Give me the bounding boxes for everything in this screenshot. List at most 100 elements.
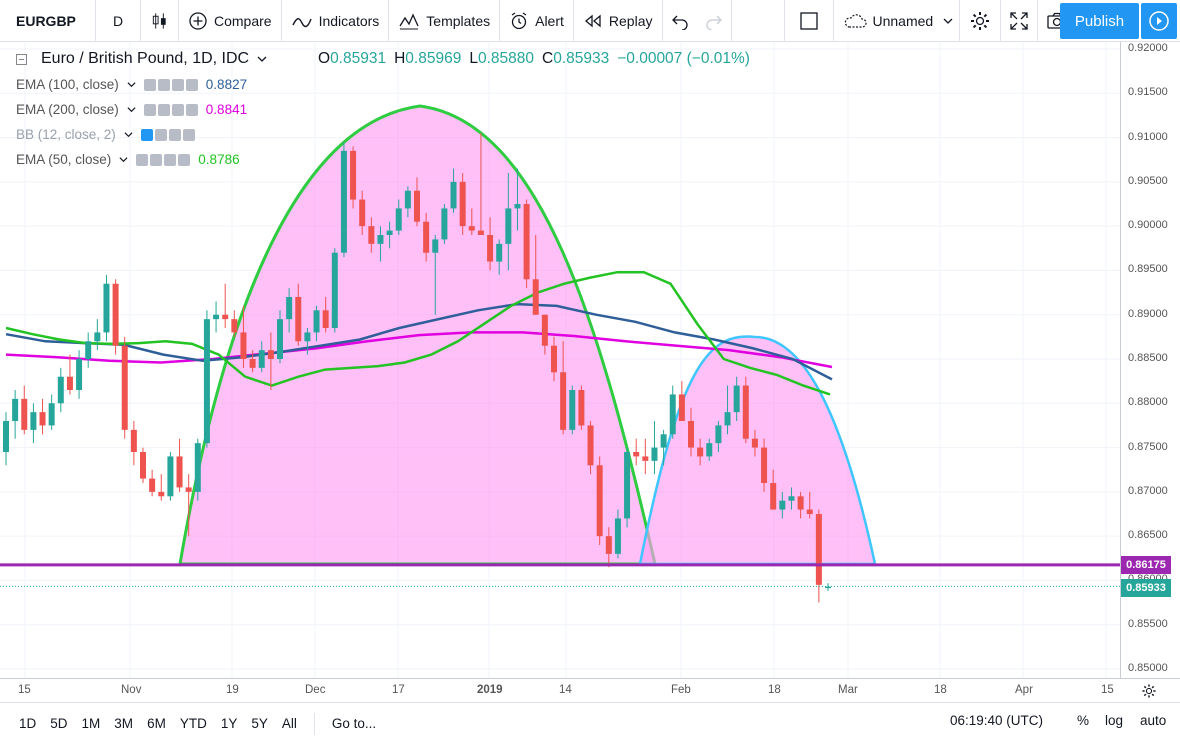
range-3m[interactable]: 3M [114, 716, 134, 731]
candle [605, 527, 612, 568]
close-icon[interactable] [182, 128, 195, 141]
indicator-buttons[interactable] [143, 103, 198, 116]
range-all[interactable]: All [281, 716, 297, 731]
range-1d[interactable]: 1D [19, 716, 37, 731]
log-scale-button[interactable]: log [1105, 713, 1124, 728]
candle-body [578, 390, 585, 426]
chart-pane[interactable] [0, 42, 1120, 678]
candle-body [368, 226, 375, 244]
main-series-legend[interactable]: Euro / British Pound, 1D, IDC [16, 50, 267, 68]
indicator-legend-ema200[interactable]: EMA (200, close) 0.8841 [16, 102, 247, 117]
indicator-legend-bb[interactable]: BB (12, close, 2) [16, 127, 203, 142]
layout-name-button[interactable]: Unnamed [834, 0, 960, 42]
range-1m[interactable]: 1M [81, 716, 101, 731]
candle-body [322, 310, 329, 328]
symbol-search-button[interactable]: EURGBP [0, 0, 96, 42]
eye-icon[interactable] [143, 103, 156, 116]
plus-icon[interactable] [171, 103, 184, 116]
percent-scale-button[interactable]: % [1077, 713, 1090, 728]
publish-button[interactable]: Publish [1060, 3, 1139, 39]
candle-body [395, 208, 402, 231]
high-label: H [394, 50, 406, 67]
plus-icon[interactable] [168, 128, 181, 141]
interval-button[interactable]: D [96, 0, 141, 42]
replay-play-button[interactable] [1141, 3, 1177, 39]
candle-body [48, 403, 55, 426]
candle [450, 168, 457, 213]
indicators-button[interactable]: Indicators [282, 0, 390, 42]
redo-button[interactable] [697, 0, 732, 42]
eye-icon[interactable] [136, 153, 149, 166]
candle [779, 491, 786, 519]
gear-icon[interactable] [157, 78, 170, 91]
range-1y[interactable]: 1Y [220, 716, 238, 731]
time-axis[interactable] [0, 678, 1180, 702]
candle [267, 332, 274, 390]
candle-body [423, 221, 430, 253]
candle [614, 509, 621, 559]
price-tick-label: 0.89500 [1128, 263, 1168, 276]
fullscreen-button[interactable] [1001, 0, 1038, 42]
candle-body [678, 394, 685, 421]
gear-icon[interactable] [150, 153, 163, 166]
indicator-name[interactable]: BB (12, close, 2) [16, 127, 116, 142]
alert-button[interactable]: Alert [500, 0, 574, 42]
price-axis[interactable] [1120, 42, 1180, 678]
indicator-legend-ema50[interactable]: EMA (50, close) 0.8786 [16, 152, 240, 167]
compare-button[interactable]: Compare [179, 0, 282, 42]
undo-button[interactable] [663, 0, 697, 42]
candle-body [587, 425, 594, 466]
chart-type-button[interactable] [141, 0, 179, 42]
indicator-name[interactable]: EMA (200, close) [16, 102, 119, 117]
eye-icon[interactable] [143, 78, 156, 91]
auto-scale-button[interactable]: auto [1140, 713, 1167, 728]
close-icon[interactable] [185, 78, 198, 91]
axis-settings-button[interactable] [1141, 683, 1157, 702]
templates-button[interactable]: Templates [389, 0, 501, 42]
series-title[interactable]: Euro / British Pound, 1D, IDC [41, 50, 250, 67]
candle [404, 186, 411, 218]
time-tick-label: Apr [1015, 684, 1033, 696]
indicator-name[interactable]: EMA (50, close) [16, 152, 112, 167]
gear-icon[interactable] [157, 103, 170, 116]
range-5d[interactable]: 5D [50, 716, 68, 731]
candle-body [231, 319, 238, 333]
candle-body [697, 447, 704, 457]
candle-body [331, 252, 338, 328]
indicator-legend-ema100[interactable]: EMA (100, close) 0.8827 [16, 77, 247, 92]
candle [578, 385, 585, 430]
candle [386, 221, 393, 249]
fullscreen-select-button[interactable] [783, 0, 834, 42]
goto-button[interactable]: Go to... [331, 716, 377, 731]
gear-icon [1142, 684, 1156, 698]
close-icon[interactable] [185, 103, 198, 116]
indicator-name[interactable]: EMA (100, close) [16, 77, 119, 92]
candle-body [21, 398, 28, 430]
close-icon[interactable] [178, 153, 191, 166]
candle [651, 421, 658, 475]
plus-icon[interactable] [171, 78, 184, 91]
top-toolbar: EURGBP D Compare Indicators Templates Al… [0, 0, 1180, 42]
range-5y[interactable]: 5Y [251, 716, 268, 731]
candle [377, 226, 384, 262]
plus-icon[interactable] [164, 153, 177, 166]
replay-button[interactable]: Replay [574, 0, 663, 42]
chevron-down-icon [943, 18, 953, 24]
range-6m[interactable]: 6M [147, 716, 166, 731]
candle [523, 199, 530, 289]
gear-icon[interactable] [154, 128, 167, 141]
indicator-buttons[interactable] [136, 153, 191, 166]
high-value: 0.85969 [405, 50, 462, 67]
range-ytd[interactable]: YTD [179, 716, 207, 731]
indicator-buttons[interactable] [143, 78, 198, 91]
collapse-legend-icon[interactable] [16, 53, 27, 65]
settings-button[interactable] [960, 0, 1001, 42]
indicator-buttons[interactable] [140, 128, 195, 141]
redo-icon [705, 15, 722, 30]
square-icon [799, 11, 818, 30]
candle-body [523, 204, 530, 280]
candle [140, 447, 146, 483]
clock-timezone[interactable]: 06:19:40 (UTC) [950, 713, 1044, 728]
eye-off-icon[interactable] [140, 128, 153, 141]
plus-circle-icon [189, 11, 207, 30]
